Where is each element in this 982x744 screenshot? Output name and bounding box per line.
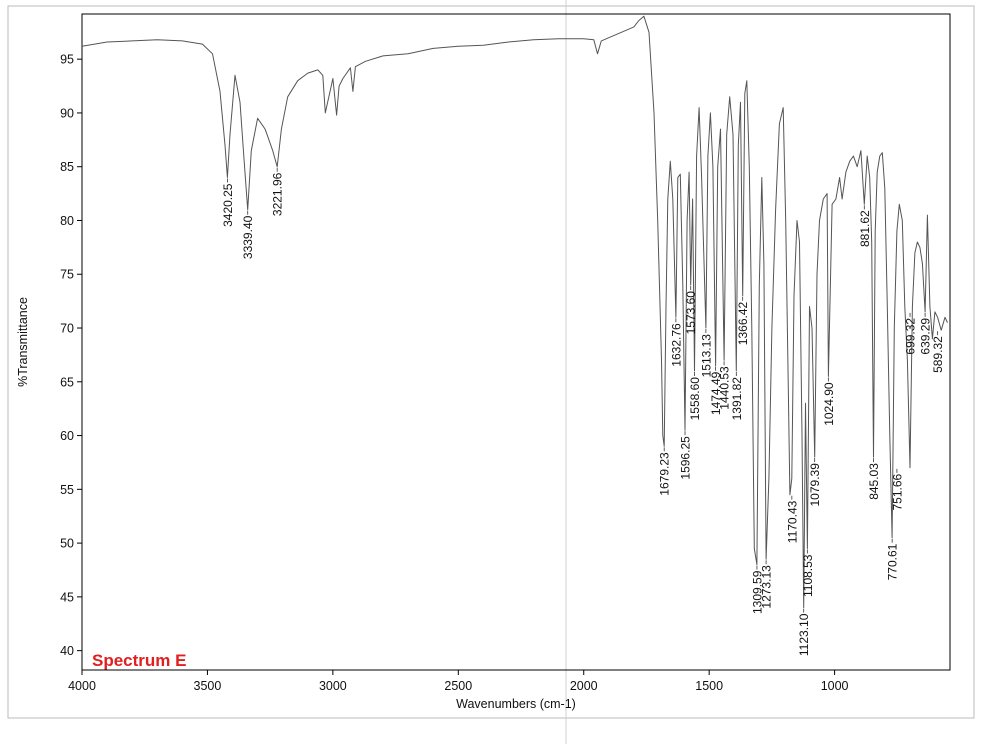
peak-label: 1366.42: [736, 301, 750, 345]
plot-frame: [81, 13, 951, 671]
peak-label: 1474.49: [709, 371, 723, 415]
peak-label: 1170.43: [785, 500, 799, 543]
peak-label: 845.03: [867, 463, 881, 500]
outer-border: [7, 5, 975, 719]
peak-label: 3420.25: [221, 183, 235, 227]
peak-label: 589.32: [931, 336, 945, 373]
peak-label: 3221.96: [271, 172, 285, 216]
peak-label: 639.29: [919, 318, 933, 355]
peak-label: 1273.13: [760, 565, 774, 609]
peak-label: 1440.53: [718, 366, 732, 410]
x-axis-title: Wavenumbers (cm-1): [456, 697, 576, 711]
y-tick-label: 95: [60, 53, 74, 67]
spectrum-series-line: [81, 15, 948, 609]
x-tick-label: 3500: [194, 679, 222, 693]
peak-label: 1108.53: [801, 554, 815, 597]
y-tick-label: 65: [60, 375, 74, 389]
y-tick-label: 55: [60, 483, 74, 497]
peak-label: 1123.10: [797, 613, 811, 656]
peak-label: 1024.90: [822, 382, 836, 426]
y-tick-label: 75: [60, 268, 74, 282]
peak-label: 1679.23: [658, 452, 672, 496]
x-tick-label: 1500: [695, 679, 723, 693]
x-tick-label: 4000: [68, 679, 96, 693]
peak-label: 1558.60: [688, 377, 702, 421]
peak-label: 881.62: [858, 210, 872, 247]
y-tick-label: 50: [60, 537, 74, 551]
y-tick-label: 90: [60, 106, 74, 120]
y-tick-label: 40: [60, 644, 74, 658]
x-tick-label: 3000: [319, 679, 347, 693]
x-tick-label: 2000: [570, 679, 598, 693]
peak-label: 1632.76: [669, 323, 683, 367]
peak-labels: 3420.25 3339.40 3221.96 1679.23 1632.76 1596.…: [221, 167, 945, 656]
peak-label: 1573.60: [684, 291, 698, 335]
x-tick-label: 1000: [821, 679, 849, 693]
x-tick-label: 2500: [444, 679, 472, 693]
y-tick-label: 70: [60, 322, 74, 336]
peak-label: 1309.59: [750, 570, 764, 614]
peak-label: 1596.25: [679, 436, 693, 480]
peak-label: 770.61: [886, 543, 900, 580]
peak-label: 1391.82: [730, 377, 744, 421]
peak-label: 1079.39: [808, 463, 822, 507]
y-tick-label: 45: [60, 590, 74, 604]
peak-label: 1513.13: [699, 334, 713, 378]
y-tick-label: 60: [60, 429, 74, 443]
peak-label: 751.66: [890, 473, 904, 510]
x-axis: 4000 3500 3000 2500 2000 1500 1000: [68, 670, 849, 693]
spectrum-name-label: Spectrum E: [92, 651, 186, 670]
y-tick-label: 80: [60, 214, 74, 228]
peak-label: 699.32: [904, 318, 918, 355]
y-axis: 40 45 50 55 60 65 70 75 80 85 90 95: [60, 53, 82, 658]
peak-label: 3339.40: [241, 215, 255, 259]
y-tick-label: 85: [60, 160, 74, 174]
y-axis-title: %Transmittance: [16, 297, 30, 387]
